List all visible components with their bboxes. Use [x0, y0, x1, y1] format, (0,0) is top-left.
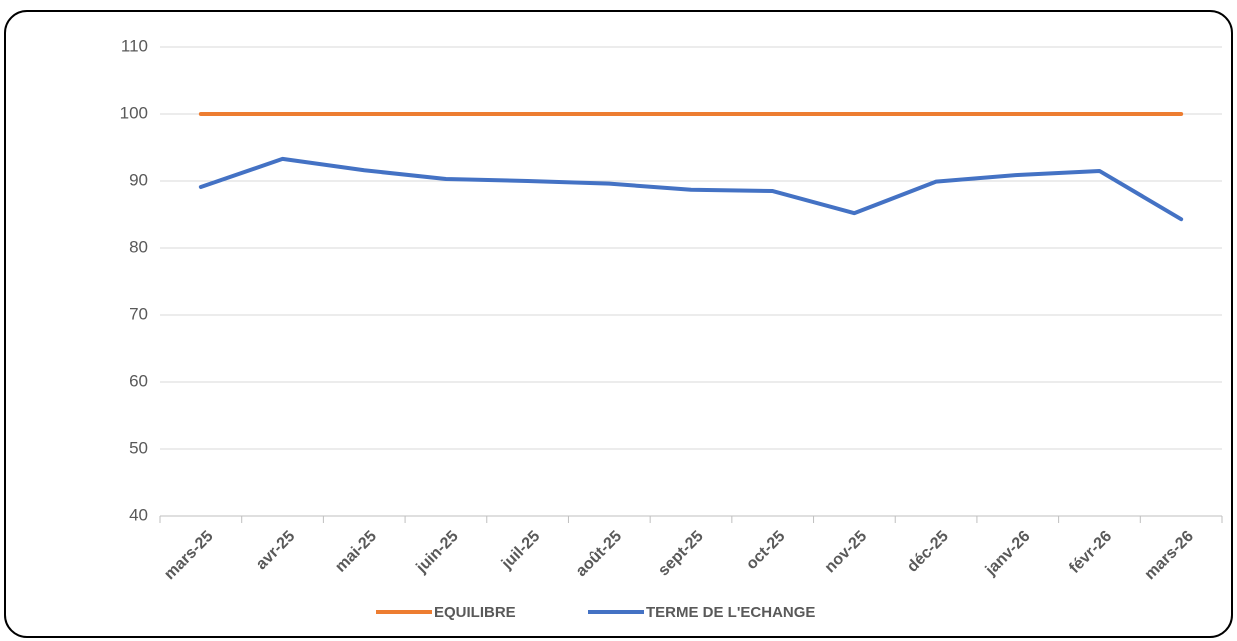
series-line [198, 156, 1184, 222]
y-tick-label: 50 [129, 438, 148, 457]
y-tick-label: 110 [121, 36, 148, 55]
chart-frame [4, 10, 1233, 638]
y-tick-label: 90 [129, 170, 148, 189]
legend-label: TERME DE L'ECHANGE [646, 604, 815, 621]
legend-label: EQUILIBRE [434, 604, 516, 621]
y-tick-label: 40 [129, 505, 148, 524]
y-tick-label: 60 [129, 371, 148, 390]
y-tick-label: 80 [129, 237, 148, 256]
y-tick-label: 100 [120, 103, 148, 122]
y-tick-label: 70 [129, 304, 148, 323]
